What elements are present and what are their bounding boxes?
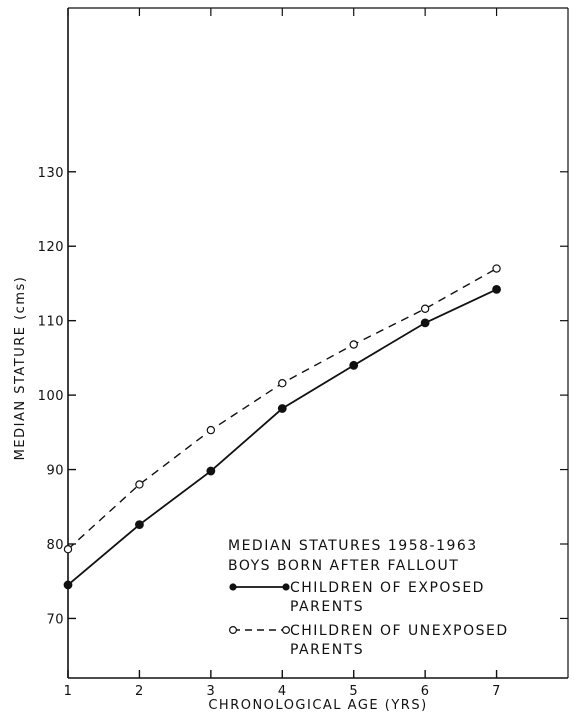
- data-point-exposed: [349, 360, 359, 370]
- x-tick-label: 5: [349, 684, 358, 699]
- legend-unexposed-marker-right: [282, 625, 291, 634]
- data-point-exposed: [135, 520, 144, 530]
- x-tick-label: 3: [206, 684, 215, 699]
- data-point-unexposed: [349, 340, 358, 349]
- y-tick-label: 100: [38, 389, 64, 404]
- series-layer: [63, 264, 501, 590]
- data-point-exposed: [206, 466, 216, 476]
- y-tick-label: 130: [38, 166, 64, 181]
- data-point-unexposed: [278, 379, 287, 388]
- x-tick-label: 7: [492, 684, 501, 699]
- x-tick-label: 2: [135, 684, 144, 699]
- legend-exposed-label-line1: CHILDREN OF EXPOSED: [290, 580, 485, 596]
- legend-exposed-marker-left: [229, 583, 237, 591]
- y-tick-label: 70: [46, 612, 64, 627]
- y-tick-label: 110: [38, 315, 64, 330]
- y-ticks: 70 80 90 100 110 120 130: [38, 166, 568, 627]
- legend: MEDIAN STATURES 1958-1963 BOYS BORN AFTE…: [228, 538, 509, 658]
- data-point-exposed: [63, 580, 73, 590]
- legend-unexposed-marker-left: [229, 625, 238, 634]
- y-tick-label: 120: [38, 240, 64, 255]
- x-ticks: 1 2 3 4 5 6 7: [64, 8, 501, 699]
- plot-frame: [67, 7, 569, 679]
- x-tick-label: 4: [278, 684, 287, 699]
- x-tick-label: 1: [64, 684, 73, 699]
- data-point-unexposed: [135, 480, 144, 489]
- data-point-exposed: [277, 404, 287, 413]
- legend-exposed-marker-right: [282, 583, 290, 591]
- y-tick-label: 90: [46, 464, 64, 479]
- data-point-exposed: [492, 285, 501, 294]
- data-point-unexposed: [206, 425, 216, 435]
- legend-unexposed-label-line1: CHILDREN OF UNEXPOSED: [290, 623, 509, 639]
- legend-exposed-label-line2: PARENTS: [290, 599, 364, 615]
- legend-heading-line1: MEDIAN STATURES 1958-1963: [228, 538, 478, 554]
- x-axis-label: CHRONOLOGICAL AGE (YRS): [208, 698, 427, 713]
- legend-heading-line2: BOYS BORN AFTER FALLOUT: [228, 558, 459, 574]
- y-tick-label: 80: [46, 538, 64, 553]
- x-tick-label: 6: [421, 684, 430, 699]
- y-axis-label: MEDIAN STATURE (cms): [13, 276, 28, 461]
- data-point-unexposed: [492, 264, 501, 273]
- data-point-exposed: [420, 318, 430, 328]
- data-point-unexposed: [420, 304, 430, 313]
- data-point-unexposed: [63, 545, 73, 554]
- legend-unexposed-label-line2: PARENTS: [290, 642, 364, 658]
